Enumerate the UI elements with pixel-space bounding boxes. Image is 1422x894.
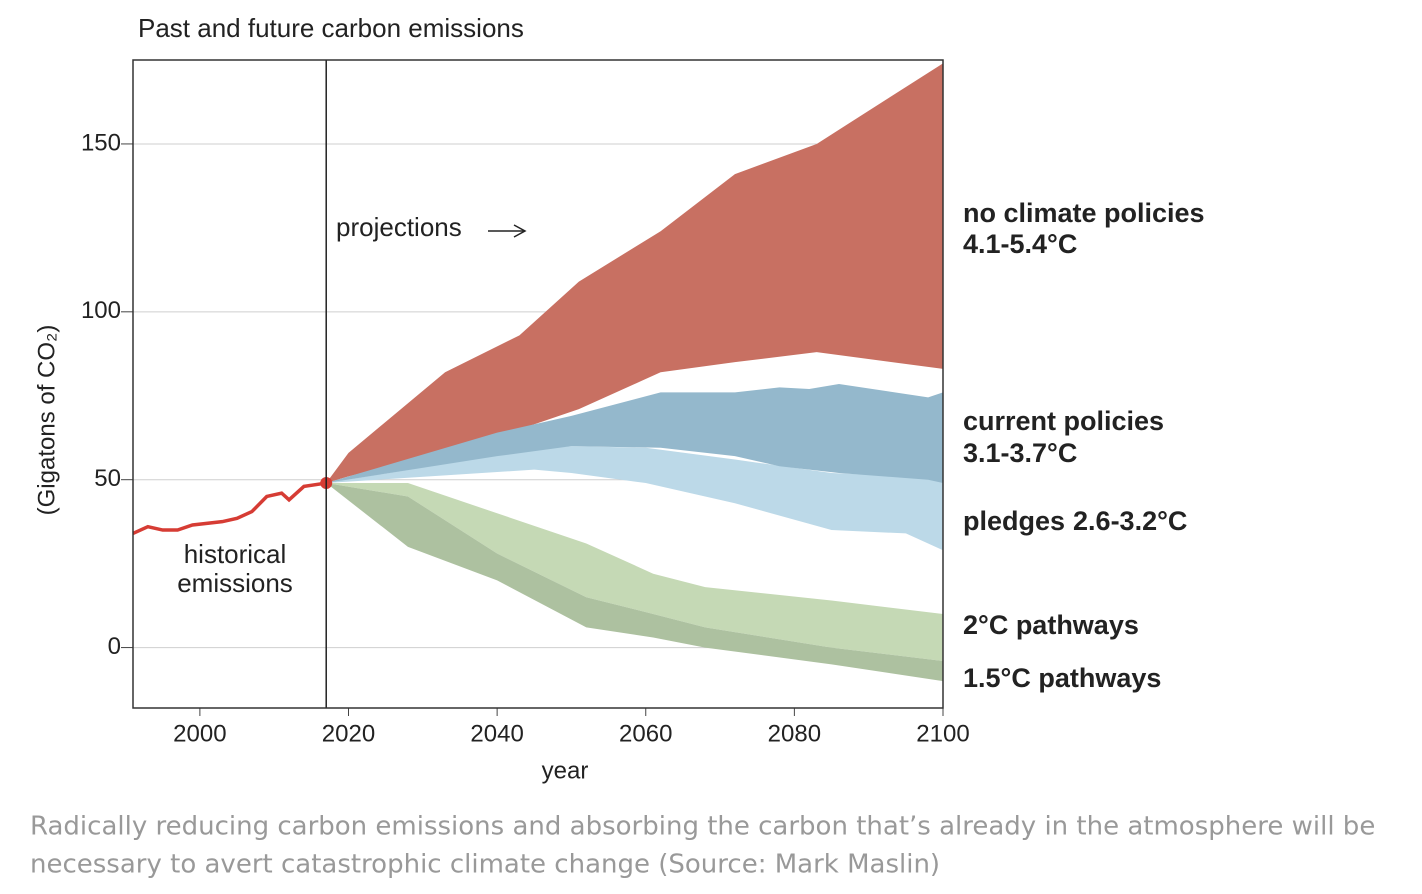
series-label: 1.5°C pathways (963, 663, 1161, 693)
band (326, 446, 943, 551)
band (326, 483, 943, 661)
series-range: 4.1-5.4°C (963, 229, 1077, 259)
series-label: no climate policies (963, 198, 1205, 228)
arrow-head (513, 224, 527, 238)
series-label: 2°C pathways (963, 610, 1139, 640)
x-tick-label: 2060 (619, 720, 672, 747)
y-tick-label: 150 (81, 129, 121, 156)
series-label: current policies (963, 406, 1164, 436)
x-tick-label: 2020 (322, 720, 375, 747)
annotation: projections (336, 212, 462, 242)
y-tick-label: 50 (94, 465, 121, 492)
series-range: 3.1-3.7°C (963, 438, 1077, 468)
band (326, 384, 943, 484)
plot-frame (132, 59, 944, 709)
band (326, 63, 943, 484)
caption: necessary to avert catastrophic climate … (30, 850, 940, 880)
y-tick-label: 100 (81, 297, 121, 324)
x-tick-label: 2040 (470, 720, 523, 747)
caption: Radically reducing carbon emissions and … (30, 812, 1375, 842)
historical-line (132, 481, 327, 536)
x-tick-label: 2000 (173, 720, 226, 747)
series-range: 2.6-3.2°C (1073, 506, 1187, 536)
series-label: pledges (963, 506, 1065, 536)
x-tick-label: 2100 (916, 720, 969, 747)
chart-title: Past and future carbon emissions (138, 13, 524, 43)
band (326, 483, 943, 682)
y-tick-label: 0 (108, 633, 121, 660)
annotation: historical (184, 539, 287, 569)
x-tick-label: 2080 (768, 720, 821, 747)
annotation: emissions (177, 568, 293, 598)
y-axis-label: (Gigatons of CO₂) (33, 325, 60, 516)
x-axis-label: year (542, 757, 589, 784)
